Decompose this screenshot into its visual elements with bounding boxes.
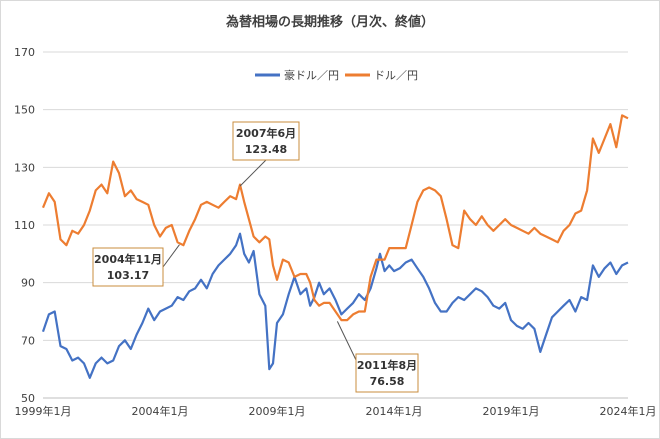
legend: 豪ドル／円 ドル／円: [255, 68, 418, 82]
callout-box: [355, 353, 419, 393]
y-tick-label: 50: [21, 392, 35, 405]
callout-leader: [336, 321, 357, 361]
y-axis-ticks: 50 70 90 110 130 150 170: [14, 46, 35, 405]
x-axis-ticks: 1999年1月 2004年1月 2009年1月 2014年1月 2019年1月 2024年…: [15, 404, 657, 418]
y-tick-label: 110: [14, 219, 35, 232]
y-tick-label: 130: [14, 161, 35, 174]
x-tick-label: 2019年1月: [483, 404, 540, 418]
series-line-usd-jpy: [41, 114, 629, 322]
y-tick-label: 90: [21, 277, 35, 290]
callout-2011-08: 2011年8月 76.58: [336, 321, 419, 393]
callout-box: [232, 121, 300, 161]
series-line-aud-jpy: [41, 232, 629, 379]
callout-date: 2004年11月: [94, 252, 162, 266]
x-tick-label: 1999年1月: [15, 404, 72, 418]
callout-date: 2007年6月: [236, 126, 296, 140]
callout-2007-06: 2007年6月 123.48: [232, 121, 300, 187]
grid: [43, 51, 628, 399]
x-tick-label: 2024年1月: [600, 404, 657, 418]
legend-label-usd: ドル／円: [374, 69, 418, 82]
callout-box: [92, 247, 164, 287]
callout-value: 103.17: [107, 269, 149, 282]
series-lines: [41, 114, 629, 379]
callout-date: 2011年8月: [357, 358, 417, 372]
x-tick-label: 2004年1月: [132, 404, 189, 418]
y-tick-label: 70: [21, 334, 35, 347]
callout-leader: [239, 159, 267, 187]
callout-2004-11: 2004年11月 103.17: [92, 244, 180, 287]
callout-value: 123.48: [245, 143, 287, 156]
x-tick-label: 2009年1月: [249, 404, 306, 418]
chart-title: 為替相場の長期推移（月次、終値）: [226, 14, 434, 30]
callout-value: 76.58: [370, 375, 405, 388]
callout-leader: [162, 244, 180, 268]
y-tick-label: 150: [14, 104, 35, 117]
legend-label-aud: 豪ドル／円: [284, 68, 339, 82]
y-tick-label: 170: [14, 46, 35, 59]
x-tick-label: 2014年1月: [366, 404, 423, 418]
